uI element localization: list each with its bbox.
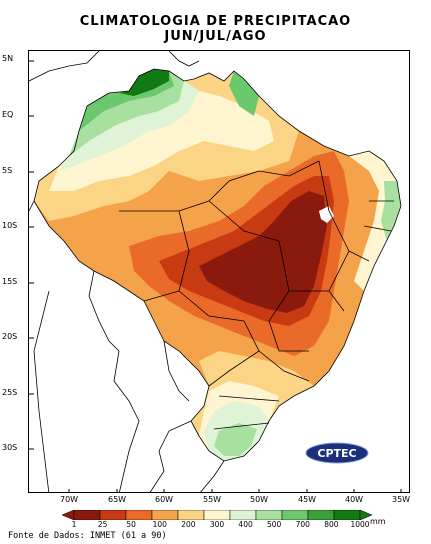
legend-value-label: 50 <box>126 520 136 529</box>
wet-north-darkgreen <box>119 69 169 96</box>
white-spot <box>319 206 334 223</box>
logo-text: CPTEC <box>317 447 356 460</box>
wet-northeast-green <box>229 71 259 116</box>
lat-label-20s: 20S <box>2 332 18 341</box>
lat-label-eq: EQ <box>2 110 14 119</box>
lat-label-25s: 25S <box>2 388 18 397</box>
cptec-logo: CPTEC <box>305 442 369 464</box>
country-borders <box>29 51 225 492</box>
lat-label-5s: 5S <box>2 166 13 175</box>
legend-value-label: 700 <box>295 520 310 529</box>
legend-unit: mm <box>370 517 386 526</box>
lon-label-35w: 35W <box>392 495 411 504</box>
lon-label-55w: 55W <box>203 495 222 504</box>
legend-colorbar <box>62 510 372 520</box>
lon-label-60w: 60W <box>155 495 174 504</box>
legend-swatch <box>229 510 257 520</box>
legend-swatch <box>281 510 309 520</box>
legend-value-label: 200 <box>181 520 196 529</box>
south-green <box>214 423 257 456</box>
lon-label-45w: 45W <box>298 495 317 504</box>
legend-value-label: 1 <box>71 520 77 529</box>
map-title: CLIMATOLOGIA DE PRECIPITACAO <box>79 14 352 29</box>
lat-label-5n: 5N <box>2 54 14 63</box>
lon-label-70w: 70W <box>60 495 79 504</box>
dry-core-darkred <box>199 191 327 313</box>
legend-swatch <box>125 510 153 520</box>
legend-swatch <box>333 510 361 520</box>
legend-swatch <box>255 510 283 520</box>
northeast-coast-green <box>381 181 401 241</box>
legend-arrow-right <box>359 510 372 520</box>
legend-value-label: 1000 <box>350 520 370 529</box>
legend-swatch <box>177 510 205 520</box>
legend-value-label: 800 <box>324 520 339 529</box>
legend-swatch <box>151 510 179 520</box>
legend-swatch <box>307 510 335 520</box>
map-subtitle: JUN/JUL/AGO <box>164 29 267 44</box>
lon-label-50w: 50W <box>250 495 269 504</box>
data-source-note: Fonte de Dados: INMET (61 a 90) <box>8 531 167 541</box>
lat-label-15s: 15S <box>2 277 18 286</box>
axis-ticks <box>29 60 402 492</box>
legend-value-label: 100 <box>152 520 167 529</box>
legend-swatch <box>73 510 101 520</box>
lat-label-30s: 30S <box>2 443 18 452</box>
precipitation-map <box>28 50 410 493</box>
map-svg <box>29 51 402 492</box>
legend-arrow-left <box>62 510 75 520</box>
legend-swatch <box>99 510 127 520</box>
lat-label-10s: 10S <box>2 221 18 230</box>
lon-label-65w: 65W <box>108 495 127 504</box>
legend-value-label: 300 <box>209 520 225 529</box>
legend-value-label: 500 <box>267 520 282 529</box>
legend-value-label: 25 <box>97 520 108 529</box>
lon-label-40w: 40W <box>345 495 364 504</box>
state-borders <box>33 68 402 462</box>
legend-value-label: 400 <box>238 520 253 529</box>
legend-swatch <box>203 510 231 520</box>
